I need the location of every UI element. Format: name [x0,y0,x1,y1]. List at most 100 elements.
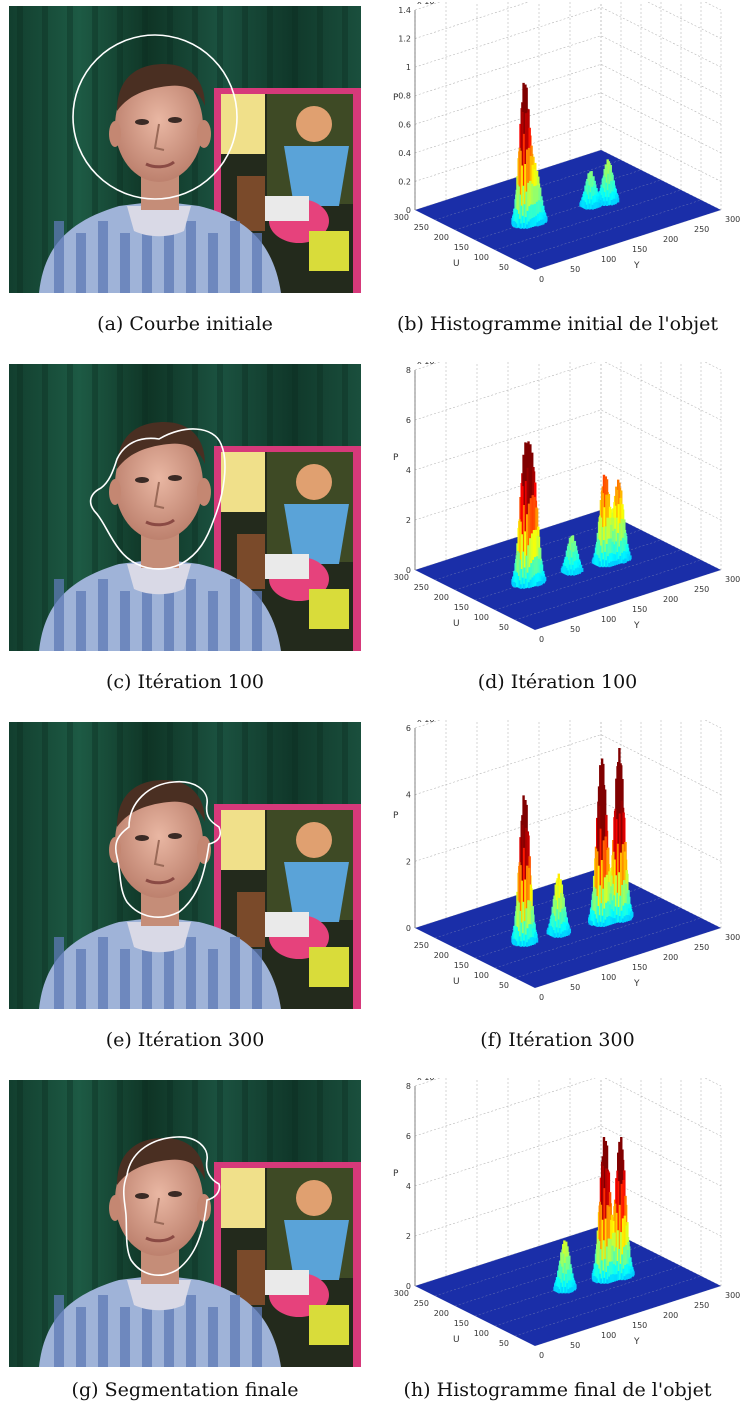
y-tick-label: 50 [570,1341,580,1350]
z-tick-label: 0 [406,924,411,933]
y-axis-label: Y [633,261,640,271]
background-poster [214,804,361,1009]
z-axis-label: P [393,453,399,463]
u-tick-label: 50 [499,1339,509,1348]
y-tick-label: 200 [663,235,678,244]
caption-h: (h) Histogramme final de l'objet [403,1379,712,1401]
y-tick-label: 150 [632,245,647,254]
u-tick-label: 150 [454,1319,469,1328]
y-tick-label: 300 [725,215,740,224]
z-axis-label: P [393,811,399,821]
y-axis-label: Y [633,1337,640,1347]
u-tick-label: 100 [474,613,489,622]
z-tick-label: 2 [406,857,411,866]
caption-g: (g) Segmentation finale [71,1379,299,1401]
y-tick-label: 50 [570,625,580,634]
photo-canvas [9,364,361,651]
z-tick-label: 1.2 [398,35,411,44]
caption-a: (a) Courbe initiale [97,313,273,335]
photo-iteration-100 [9,364,361,651]
y-tick-label: 0 [539,635,544,644]
u-tick-label: 300 [394,573,409,582]
y-tick-label: 100 [601,255,616,264]
z-axis-label: P [393,1169,399,1179]
active-contour [122,1136,221,1276]
y-axis-label: Y [633,621,640,631]
caption-f: (f) Itération 300 [480,1029,635,1051]
u-tick-label: 250 [414,223,429,232]
y-tick-label: 300 [725,1291,740,1300]
person [39,64,281,293]
z-tick-label: 4 [406,791,411,800]
z-tick-label: 4 [406,1182,411,1191]
histogram-chart: 0 2 4 6 8 x 10⁻³ P 50 100 150 200 250 300 U 0 50 100 150 2… [393,362,740,644]
z-tick-label: 6 [406,1132,411,1141]
histogram-iteration-100: 0 2 4 6 8 x 10⁻³ P 50 100 150 200 250 300 U 0 50 100 150 2… [385,362,745,662]
y-tick-label: 250 [694,943,709,952]
y-tick-label: 100 [601,615,616,624]
photo-final-segmentation [9,1080,361,1367]
background-poster [214,1162,361,1367]
y-tick-label: 200 [663,1311,678,1320]
y-axis-label: Y [633,979,640,989]
u-tick-label: 250 [414,1299,429,1308]
y-tick-label: 200 [663,953,678,962]
z-tick-label: 2 [406,516,411,525]
z-tick-label: 0.2 [398,177,411,186]
caption-d: (d) Itération 100 [477,671,638,693]
caption-c: (c) Itération 100 [106,671,264,693]
u-axis-label: U [453,1335,460,1345]
histogram-surface [511,441,632,589]
active-contour [89,428,226,570]
u-tick-label: 250 [414,583,429,592]
z-scale-label: x 10⁻³ [417,720,442,724]
u-tick-label: 200 [434,233,449,242]
z-tick-label: 0 [406,206,411,215]
person [39,780,281,1009]
histogram-surface [511,82,620,229]
z-tick-label: 0.4 [398,149,411,158]
z-tick-label: 8 [406,1082,411,1091]
u-tick-label: 200 [434,593,449,602]
z-tick-label: 6 [406,724,411,733]
u-tick-label: 100 [474,1329,489,1338]
y-tick-label: 250 [694,585,709,594]
z-tick-label: 4 [406,466,411,475]
z-axis-label: P [393,93,399,103]
y-tick-label: 150 [632,605,647,614]
u-tick-label: 250 [414,941,429,950]
u-tick-label: 100 [474,971,489,980]
z-scale-label: x 10⁻³ [417,2,442,6]
z-tick-label: 1 [406,63,411,72]
z-scale-label: x 10⁻³ [417,1078,442,1082]
caption-e: (e) Itération 300 [105,1029,265,1051]
u-tick-label: 50 [499,981,509,990]
y-tick-label: 250 [694,1301,709,1310]
z-tick-label: 2 [406,1232,411,1241]
photo-canvas [9,1080,361,1367]
person [39,422,281,651]
caption-b: (b) Histogramme initial de l'objet [396,313,719,335]
u-tick-label: 200 [434,951,449,960]
active-contour [114,780,222,918]
background-poster [214,88,361,293]
y-tick-label: 250 [694,225,709,234]
u-axis-label: U [453,977,460,987]
z-tick-label: 1.4 [398,6,411,15]
y-tick-label: 50 [570,983,580,992]
u-tick-label: 50 [499,623,509,632]
histogram-chart: 0 2 4 6 x 10⁻³ P 50 100 150 200 250 U 0 50 100 150 200 25… [393,720,740,1002]
y-tick-label: 50 [570,265,580,274]
y-tick-label: 150 [632,1321,647,1330]
y-tick-label: 100 [601,973,616,982]
histogram-surface [511,747,634,947]
y-tick-label: 300 [725,933,740,942]
histogram-iteration-300: 0 2 4 6 x 10⁻³ P 50 100 150 200 250 U 0 50 100 150 200 25… [385,720,745,1020]
histogram-final: 0 2 4 6 8 x 10⁻³ P 50 100 150 200 250 300 U 0 50 100 150 2… [385,1078,745,1378]
u-tick-label: 150 [454,243,469,252]
u-tick-label: 300 [394,213,409,222]
z-tick-label: 6 [406,416,411,425]
z-scale-label: x 10⁻³ [417,362,442,366]
z-tick-label: 0 [406,1282,411,1291]
z-tick-label: 0 [406,566,411,575]
